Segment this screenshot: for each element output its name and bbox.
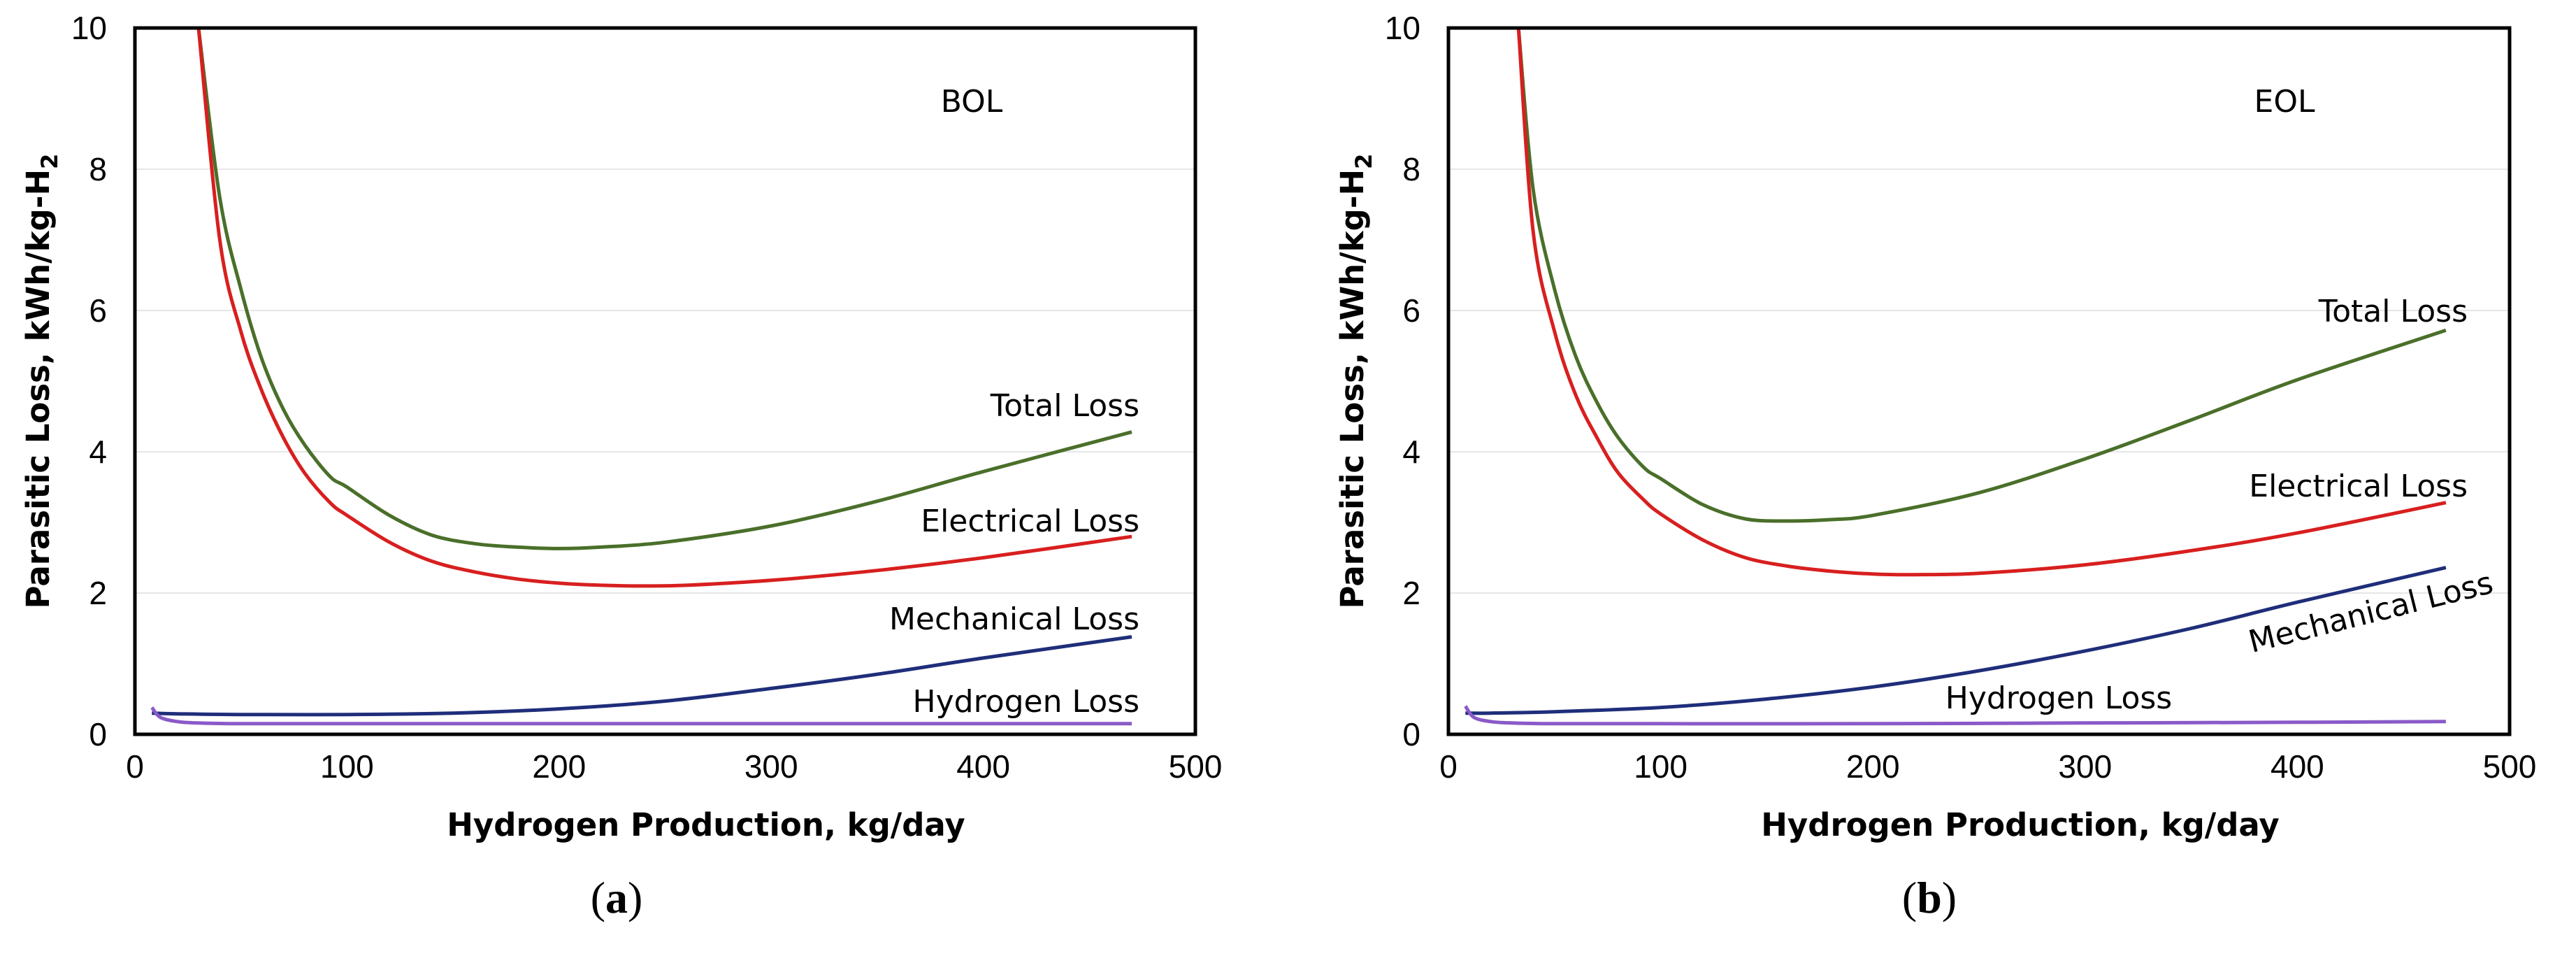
annotation-total-loss: Total Loss [2318,294,2468,329]
y-tick-label: 8 [1402,151,1420,187]
x-tick-label: 0 [1439,748,1458,785]
stage-label: BOL [941,84,1003,120]
x-tick-label: 500 [2483,748,2537,785]
y-tick-label: 8 [89,151,107,187]
panel-label-letter: a [605,873,628,922]
y-axis-title-main: Parasitic Loss, kWh/kg-H [20,169,57,609]
y-axis-title-subscript: 2 [1351,154,1377,169]
x-tick-label: 400 [2271,748,2324,785]
panel-label: (a) [591,873,643,922]
y-tick-label: 10 [71,10,107,46]
y-axis-title-main: Parasitic Loss, kWh/kg-H [1334,169,1371,609]
x-tick-label: 300 [2058,748,2112,785]
chart-panel-a: 0 100 200 300 400 500 0 2 4 6 8 10 Total Loss Electr… [20,10,1222,922]
annotation-hydrogen-loss: Hydrogen Loss [913,684,1139,720]
y-tick-label: 6 [1402,292,1420,329]
x-tick-label: 200 [532,748,586,785]
series-annotations: Total Loss Electrical Loss Mechanical Loss… [1945,294,2497,716]
y-tick-label: 10 [1385,10,1420,46]
annotation-total-loss: Total Loss [990,388,1139,424]
y-tick-label: 0 [89,716,107,752]
y-tick-label: 2 [1402,575,1420,611]
series-line-total-loss [196,27,1132,550]
y-axis-title-subscript: 2 [36,154,63,169]
annotation-electrical-loss: Electrical Loss [2249,469,2468,504]
y-tick-label: 2 [89,575,107,611]
x-tick-label: 100 [1634,748,1688,785]
series-line-hydrogen-loss [1464,705,2446,726]
chart-panel-b: 0 100 200 300 400 500 0 2 4 6 8 10 Total Loss Electr… [1334,10,2536,922]
series-line-total-loss [1516,27,2447,523]
y-tick-label: 4 [1402,434,1420,470]
series-line-hydrogen-loss [150,706,1132,726]
series-line-mechanical-loss [152,635,1132,717]
axis-ticks: 0 100 200 300 400 500 0 2 4 6 8 10 [71,10,1223,785]
annotation-hydrogen-loss: Hydrogen Loss [1945,680,2172,716]
series-annotations: Total Loss Electrical Loss Mechanical Loss… [889,388,1139,720]
series-line-mechanical-loss [1465,566,2447,715]
panel-label-letter: b [1917,873,1942,922]
y-axis-title: Parasitic Loss, kWh/kg-H2 [20,154,63,609]
x-axis-title: Hydrogen Production, kg/day [447,806,965,843]
annotation-mechanical-loss: Mechanical Loss [2245,565,2497,660]
plot-area-frame [133,26,1197,736]
plot-area-frame [1446,26,2512,736]
grid-lines [1448,169,2510,594]
y-tick-label: 4 [89,434,107,470]
y-tick-label: 0 [1402,716,1420,752]
x-axis-title: Hydrogen Production, kg/day [1761,806,2280,843]
x-tick-label: 400 [956,748,1010,785]
x-tick-label: 0 [126,748,144,785]
x-tick-label: 200 [1846,748,1900,785]
series-group [1464,27,2447,726]
series-line-electrical-loss [1516,27,2447,577]
x-tick-label: 500 [1169,748,1223,785]
axis-ticks: 0 100 200 300 400 500 0 2 4 6 8 10 [1385,10,2537,785]
series-group [150,27,1132,726]
annotation-mechanical-loss: Mechanical Loss [889,601,1139,637]
stage-label: EOL [2254,84,2315,120]
y-tick-label: 6 [89,292,107,329]
annotation-electrical-loss: Electrical Loss [921,504,1139,539]
y-axis-title: Parasitic Loss, kWh/kg-H2 [1334,154,1377,609]
x-tick-label: 300 [744,748,798,785]
x-tick-label: 100 [320,748,374,785]
series-line-electrical-loss [196,27,1132,588]
panel-label: (b) [1902,873,1957,922]
